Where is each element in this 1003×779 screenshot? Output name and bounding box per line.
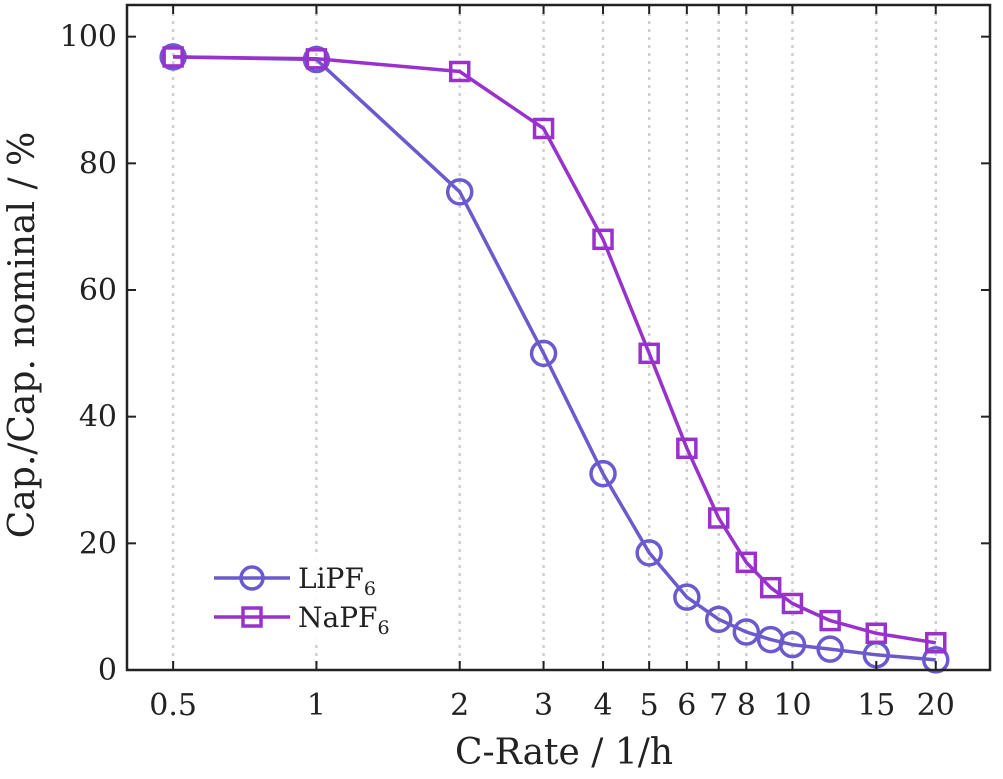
x-tick-label-5: 5 — [640, 688, 659, 723]
y-tick-label-1: 20 — [79, 526, 117, 561]
y-tick-label-2: 40 — [79, 400, 117, 435]
data-point-square — [592, 228, 614, 251]
data-point-square — [707, 507, 730, 529]
legend-entry-napf6: NaPF6 — [214, 601, 390, 639]
data-point-circle — [589, 459, 617, 488]
series-line-0 — [173, 55, 936, 662]
y-axis-label: Cap./Cap. nominal / % — [2, 132, 43, 538]
y-tick-label-0: 0 — [98, 653, 117, 688]
axes — [125, 3, 992, 672]
data-point-circle — [778, 630, 807, 659]
data-point-square — [781, 592, 804, 615]
x-tick-label-2: 2 — [450, 688, 469, 723]
series-line-1 — [173, 55, 937, 645]
data-point-square — [759, 576, 782, 599]
x-tick-label-10: 15 — [857, 688, 895, 723]
plot-frame — [125, 3, 992, 672]
legend-entry-lipf6: LiPF6 — [214, 562, 376, 600]
data-point-circle — [635, 539, 663, 567]
y-tick-label-4: 80 — [79, 146, 117, 181]
legend-name-napf6: NaPF — [298, 601, 377, 634]
legend-box — [205, 555, 415, 640]
data-point-circle — [445, 178, 474, 206]
data-point-square — [448, 60, 471, 83]
legend-label-lipf6: LiPF6 — [298, 562, 376, 600]
series-napf6 — [162, 46, 947, 654]
series-lipf6 — [159, 43, 950, 674]
x-tick-label-3: 3 — [534, 688, 553, 723]
data-point-circle — [529, 339, 558, 368]
data-point-circle — [732, 618, 761, 646]
legend-name-lipf6: LiPF — [298, 562, 364, 595]
data-point-circle — [704, 605, 733, 634]
y-tick-label-5: 100 — [60, 20, 117, 55]
data-point-square — [638, 342, 660, 365]
data-point-square — [162, 46, 184, 68]
legend-subscript-napf6: 6 — [377, 617, 389, 639]
legend: LiPF6 NaPF6 — [205, 555, 415, 640]
data-point-square — [305, 48, 328, 70]
data-point-square — [925, 632, 947, 654]
legend-label-napf6: NaPF6 — [298, 601, 390, 639]
x-tick-label-1: 1 — [307, 688, 326, 723]
data-point-circle — [816, 635, 844, 663]
data-point-circle — [673, 583, 701, 611]
data-point-square — [735, 551, 758, 574]
legend-marker-circle — [239, 565, 265, 591]
series-layer — [159, 43, 950, 674]
legend-marker-square — [241, 606, 263, 628]
x-axis-label: C-Rate / 1/h — [455, 732, 673, 773]
x-tick-label-9: 10 — [773, 688, 811, 723]
x-tick-label-8: 8 — [737, 688, 756, 723]
data-point-square — [532, 117, 555, 140]
data-point-square — [865, 622, 888, 645]
data-point-square — [676, 437, 698, 460]
y-tick-label-3: 60 — [79, 273, 117, 308]
data-point-square — [819, 609, 841, 632]
x-tick-label-4: 4 — [593, 688, 612, 723]
legend-subscript-lipf6: 6 — [364, 578, 376, 600]
x-tick-label-6: 6 — [677, 688, 696, 723]
x-tick-label-0: 0.5 — [149, 688, 197, 723]
x-tick-label-11: 20 — [917, 688, 955, 723]
data-point-circle — [922, 646, 950, 674]
x-tick-label-7: 7 — [709, 688, 728, 723]
